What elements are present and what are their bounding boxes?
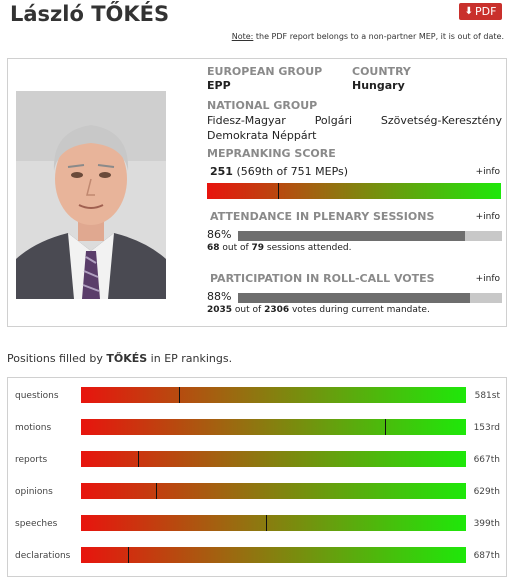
score-value: 251 (210, 165, 233, 178)
ranking-position: 153rd (473, 423, 500, 433)
portrait-svg (16, 91, 166, 299)
rankings-panel: questions 581st motions 153rd reports 66… (7, 377, 507, 577)
score-text: 251 (569th of 751 MEPs) (210, 165, 348, 178)
ranking-marker (137, 451, 139, 467)
ranking-bar (81, 515, 466, 531)
votes-mid: out of (232, 305, 265, 315)
attendance-total: 79 (251, 243, 265, 253)
ranking-bar (81, 387, 466, 403)
country-label: COUNTRY (352, 65, 411, 78)
attendance-bar (238, 231, 502, 241)
votes-suffix: votes during current mandate. (289, 305, 430, 315)
attendance-suffix: sessions attended. (264, 243, 352, 253)
ranking-position: 629th (473, 487, 500, 497)
ranking-bar (81, 547, 466, 563)
votes-info-link[interactable]: +info (475, 274, 500, 284)
attendance-percent: 86% (207, 228, 232, 241)
ranking-category: opinions (15, 487, 53, 497)
mep-portrait-image (16, 91, 166, 299)
pdf-button-label: PDF (474, 5, 497, 18)
ranking-row-motions: motions 153rd (8, 413, 506, 445)
ranking-marker (179, 387, 181, 403)
national-group-value: Fidesz-Magyar Polgári Szövetség-Kereszté… (207, 114, 502, 142)
ranking-position: 399th (473, 519, 500, 529)
positions-title-prefix: Positions filled by (7, 352, 107, 365)
ranking-row-reports: reports 667th (8, 445, 506, 477)
ranking-marker (155, 483, 157, 499)
score-bar (207, 183, 501, 199)
ranking-bar (81, 483, 466, 499)
score-marker (278, 183, 280, 199)
ranking-category: motions (15, 423, 52, 433)
ranking-category: reports (15, 455, 48, 465)
attendance-detail: 68 out of 79 sessions attended. (207, 243, 351, 253)
ranking-category: declarations (15, 551, 71, 561)
ranking-bar (81, 419, 466, 435)
download-arrow-icon: ⬇ (464, 6, 473, 17)
profile-panel: EUROPEAN GROUP EPP COUNTRY Hungary NATIO… (7, 58, 507, 327)
score-label: MEPRANKING SCORE (207, 147, 336, 160)
score-detail: (569th of 751 MEPs) (236, 165, 349, 178)
ranking-bar (81, 451, 466, 467)
votes-percent: 88% (207, 290, 232, 303)
ranking-marker (385, 419, 387, 435)
votes-label: PARTICIPATION IN ROLL-CALL VOTES (210, 272, 435, 285)
national-group-label: NATIONAL GROUP (207, 99, 318, 112)
attendance-info-link[interactable]: +info (475, 212, 500, 222)
votes-bar-fill (238, 293, 471, 303)
ranking-row-speeches: speeches 399th (8, 509, 506, 541)
score-info-link[interactable]: +info (475, 167, 500, 177)
mep-name-title: László TŐKÉS (10, 2, 170, 26)
ranking-position: 687th (473, 551, 500, 561)
european-group-label: EUROPEAN GROUP (207, 65, 323, 78)
ranking-category: speeches (15, 519, 58, 529)
attendance-mid: out of (219, 243, 252, 253)
attendance-label: ATTENDANCE IN PLENARY SESSIONS (210, 210, 435, 223)
note-label: Note: (231, 32, 254, 41)
ranking-position: 667th (473, 455, 500, 465)
ranking-marker (266, 515, 268, 531)
positions-title-suffix: in EP rankings. (147, 352, 233, 365)
ranking-row-declarations: declarations 687th (8, 541, 506, 573)
ranking-position: 581st (474, 391, 500, 401)
votes-total: 2306 (264, 305, 290, 315)
attendance-attended: 68 (207, 243, 220, 253)
country-value: Hungary (352, 79, 405, 92)
pdf-note: Note: the PDF report belongs to a non-pa… (232, 32, 504, 41)
note-text: the PDF report belongs to a non-partner … (253, 32, 504, 41)
ranking-row-questions: questions 581st (8, 381, 506, 413)
positions-title: Positions filled by TŐKÉS in EP rankings… (7, 352, 232, 365)
votes-cast: 2035 (207, 305, 233, 315)
votes-bar (238, 293, 502, 303)
attendance-bar-fill (238, 231, 466, 241)
ranking-category: questions (15, 391, 59, 401)
votes-detail: 2035 out of 2306 votes during current ma… (207, 305, 430, 315)
european-group-value: EPP (207, 79, 231, 92)
positions-title-name: TŐKÉS (106, 352, 148, 365)
ranking-row-opinions: opinions 629th (8, 477, 506, 509)
pdf-download-button[interactable]: ⬇ PDF (459, 3, 502, 20)
ranking-marker (127, 547, 129, 563)
